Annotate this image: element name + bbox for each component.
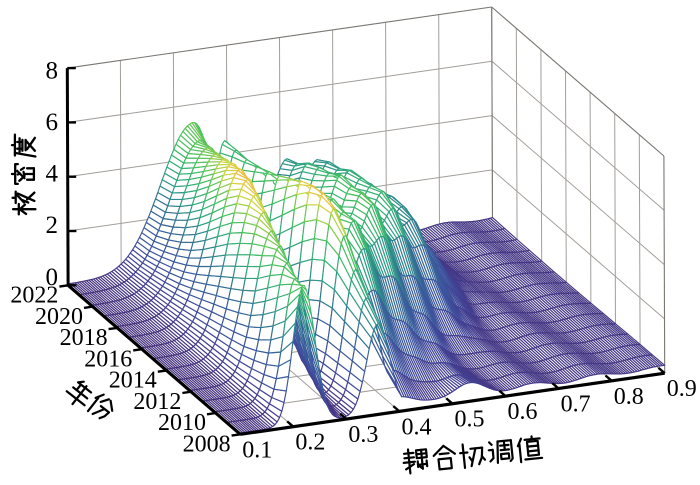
svg-text:2022: 2022 — [10, 283, 58, 309]
svg-text:0.6: 0.6 — [508, 399, 538, 425]
svg-text:2018: 2018 — [60, 325, 108, 351]
svg-text:2008: 2008 — [183, 432, 231, 458]
svg-text:0.3: 0.3 — [348, 422, 378, 448]
svg-text:0: 0 — [46, 264, 59, 291]
svg-text:2010: 2010 — [158, 410, 206, 436]
svg-text:2: 2 — [46, 212, 59, 239]
svg-text:0.7: 0.7 — [561, 392, 591, 418]
svg-text:2014: 2014 — [109, 368, 157, 394]
svg-text:0.8: 0.8 — [614, 384, 644, 410]
svg-text:4: 4 — [46, 161, 59, 188]
svg-text:2020: 2020 — [35, 304, 83, 330]
svg-text:0.1: 0.1 — [242, 437, 272, 463]
svg-text:0.2: 0.2 — [295, 430, 325, 456]
svg-text:0.5: 0.5 — [455, 407, 485, 433]
svg-text:0.9: 0.9 — [667, 376, 697, 402]
svg-text:2016: 2016 — [84, 346, 132, 372]
svg-text:2012: 2012 — [133, 389, 181, 415]
svg-text:6: 6 — [46, 109, 59, 136]
svg-text:8: 8 — [46, 57, 59, 84]
svg-text:0.4: 0.4 — [402, 414, 432, 440]
